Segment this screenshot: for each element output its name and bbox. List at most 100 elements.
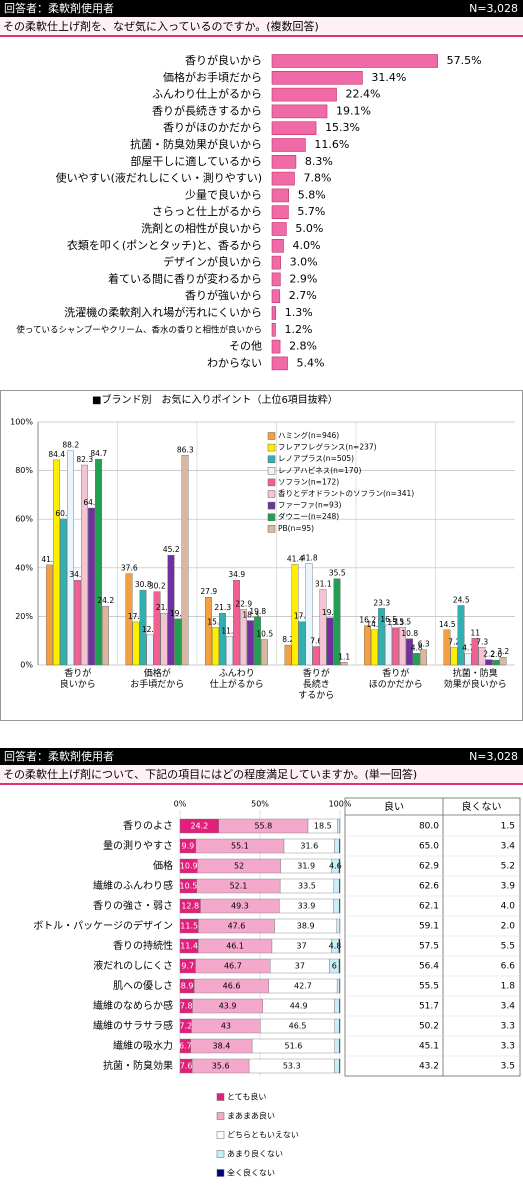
value-label: 7.8% (303, 172, 331, 185)
legend-swatch (216, 1150, 225, 1158)
header-bar (0, 0, 523, 17)
value-label: 15.5 (207, 617, 224, 626)
value-label: 11 (470, 628, 480, 637)
value-label: 35.5 (329, 569, 346, 578)
legend-label: ソフラン(n=172) (278, 477, 339, 486)
bar (125, 573, 133, 666)
value-label: 42.7 (294, 982, 312, 991)
value-label: 37 (295, 962, 305, 971)
bar (146, 634, 154, 666)
bar-segment (339, 1058, 341, 1074)
value-label: 47.6 (228, 922, 246, 931)
value-label: 30.8 (135, 580, 152, 589)
bar-segment (333, 898, 340, 914)
bar (420, 649, 427, 666)
legend-swatch (216, 1093, 225, 1101)
bar (326, 617, 334, 666)
value-label: 1.3% (285, 306, 313, 319)
table-cell: 65.0 (419, 842, 439, 852)
legend-swatch (267, 490, 276, 498)
category-label: 香りのよさ (123, 820, 173, 832)
x-tick-label: 100% (329, 800, 352, 809)
y-tick-label: 40% (15, 563, 33, 572)
x-tick-label: 50% (251, 800, 269, 809)
value-label: 46.5 (289, 1022, 307, 1031)
bar-segment (339, 838, 341, 854)
legend-swatch (267, 513, 276, 521)
value-label: 5.7% (297, 205, 325, 218)
value-label: 10.5 (179, 882, 197, 891)
value-label: 2.9% (289, 272, 317, 285)
bar (471, 638, 479, 666)
bar (102, 605, 109, 666)
x-tick-label: ふんわり 仕上がるから (209, 669, 264, 690)
value-label: 5.8% (298, 188, 326, 201)
value-label: 7.2 (179, 1022, 192, 1031)
bar (254, 616, 261, 666)
value-label: 82.3 (76, 455, 93, 464)
table-cell: 3.4 (501, 842, 516, 852)
bar (291, 564, 299, 666)
category-label: 使っているシャンプーやクリーム、香水の香りと相性が良いから (16, 324, 262, 335)
sample-size: N=3,028 (469, 750, 518, 763)
legend-label: PB(n=95) (278, 524, 314, 533)
bar (53, 459, 60, 666)
legend-label: あまり良くない (227, 1149, 283, 1159)
value-label: 57.5% (447, 54, 482, 67)
value-label: 11.6% (314, 138, 349, 151)
category-label: 香りの持続性 (113, 939, 173, 952)
bar (174, 618, 182, 666)
bar (485, 659, 493, 666)
bar (413, 653, 420, 666)
x-tick-label: 価格が お手頃だから (130, 669, 185, 690)
bar-segment (338, 958, 341, 974)
category-label: わからない (207, 356, 262, 369)
bar-segment (337, 818, 340, 834)
value-label: 31.4% (371, 71, 406, 84)
table-cell: 5.2 (501, 862, 515, 872)
legend-swatch (267, 432, 276, 440)
value-label: 24.5 (453, 595, 470, 604)
value-label: 64.6 (83, 498, 100, 507)
sample-size: N=3,028 (469, 2, 518, 15)
value-label: 51.6 (285, 1042, 303, 1051)
value-label: 55.1 (231, 842, 249, 851)
bar-segment (339, 878, 341, 894)
bar (271, 339, 281, 354)
respondent: 回答者：柔軟剤使用者 (4, 749, 114, 763)
value-label: 38.9 (297, 922, 315, 931)
legend-label: まあまあ良い (227, 1111, 275, 1121)
value-label: 44.9 (290, 1002, 308, 1011)
value-label: 15.3 (387, 618, 404, 627)
bar (312, 646, 320, 666)
bar (226, 636, 233, 666)
bar (478, 647, 486, 666)
value-label: 7.6 (310, 637, 322, 646)
category-label: 香りが良いから (185, 53, 262, 67)
bar (271, 104, 328, 119)
bar (457, 605, 465, 666)
bar-segment (339, 898, 341, 914)
value-label: 5.4% (297, 356, 325, 369)
bar (271, 87, 337, 102)
bar (464, 653, 472, 666)
value-label: 84.7 (90, 449, 107, 458)
bar (298, 621, 306, 666)
bar (271, 255, 281, 270)
value-label: 19.8 (249, 607, 266, 616)
question: その柔軟仕上げ剤を、なぜ気に入っているのですか。(複数回答) (3, 19, 319, 33)
value-label: 24.2 (97, 596, 114, 605)
value-label: 4.7 (462, 644, 474, 653)
x-tick-label: 抗菌・防臭 効果が良いから (443, 669, 507, 690)
bar (261, 639, 268, 666)
y-tick-label: 100% (10, 418, 33, 427)
value-label: 4.0% (293, 239, 321, 252)
value-label: 21.3 (156, 603, 173, 612)
value-label: 9.9 (182, 842, 195, 851)
value-label: 23.3 (373, 598, 390, 607)
bar (271, 306, 277, 320)
x-tick-label: 香りが 長続き するから (298, 669, 335, 701)
category-label: 香りの強さ・弱さ (93, 899, 173, 912)
value-label: 21.3 (214, 603, 231, 612)
